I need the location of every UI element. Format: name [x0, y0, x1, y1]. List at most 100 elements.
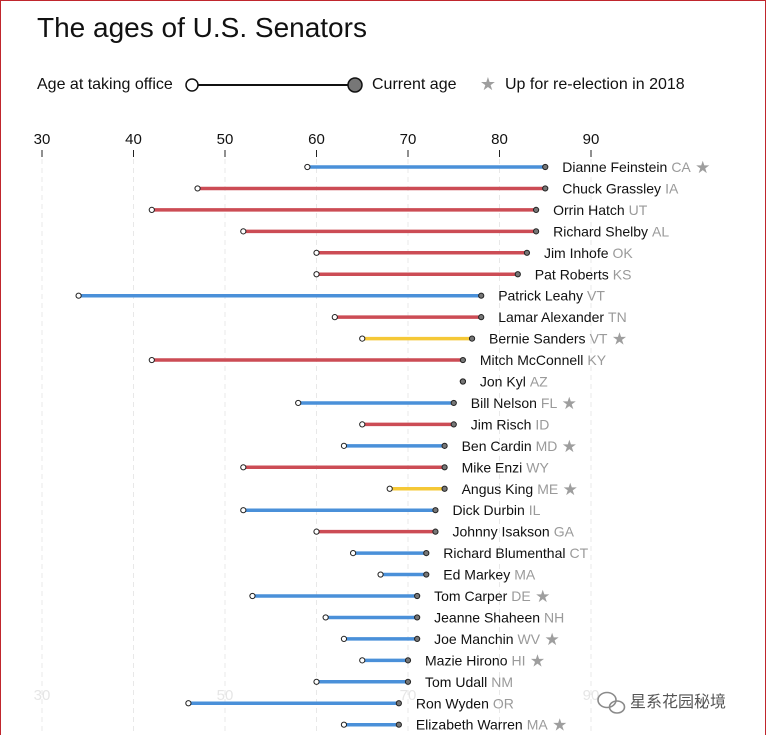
x-tick-label: 60 [308, 131, 325, 148]
star-icon: ★ [530, 651, 545, 670]
current-age-dot [441, 464, 448, 471]
senator-row: Angus King ME ★ [386, 480, 578, 499]
senator-state: KY [587, 352, 606, 368]
current-age-dot [414, 592, 421, 600]
senator-state: IA [665, 180, 679, 196]
senator-state: DE [511, 588, 530, 604]
senator-row: Bill Nelson FL ★ [295, 394, 577, 413]
senator-state: TN [608, 309, 627, 325]
senator-name: Mike Enzi [462, 459, 523, 475]
current-age-dot [542, 163, 549, 171]
senator-row: Mike Enzi WY [240, 459, 550, 475]
current-age-dot [450, 421, 457, 428]
current-age-dot [432, 528, 439, 535]
senator-row: Jim Inhofe OK [313, 245, 634, 261]
start-age-dot [313, 249, 320, 256]
start-age-dot [295, 399, 302, 407]
start-age-dot [359, 421, 366, 428]
current-age-dot [423, 571, 430, 578]
legend-star-label: Up for re-election in 2018 [505, 76, 685, 93]
current-age-dot [395, 700, 402, 707]
senator-rows: Dianne Feinstein CA ★Chuck Grassley IAOrrin… [75, 158, 710, 735]
senator-state: OK [613, 245, 634, 261]
current-age-dot [404, 657, 412, 664]
senator-row: Dick Durbin IL [240, 502, 541, 518]
senator-name: Ben Cardin [462, 438, 532, 454]
current-age-dot [441, 442, 448, 449]
senator-state: HI [511, 652, 525, 668]
senator-state: CT [569, 545, 588, 561]
bottom-tick-label: 90 [583, 687, 600, 704]
senator-name: Jeanne Shaheen [434, 609, 540, 625]
senator-row: Chuck Grassley IA [194, 180, 679, 196]
senator-state: OR [493, 695, 514, 711]
star-icon: ★ [552, 716, 567, 735]
senator-row: Joe Manchin WV ★ [340, 630, 560, 649]
senator-state: MA [514, 567, 536, 583]
senator-name: Tom Udall [425, 674, 487, 690]
x-tick-label: 50 [217, 131, 234, 148]
start-age-dot [322, 614, 329, 621]
current-age-dot [414, 614, 421, 621]
start-age-dot [331, 314, 338, 321]
start-age-dot [340, 721, 348, 728]
senator-row: Ron Wyden OR [185, 695, 514, 711]
start-age-dot [340, 635, 348, 643]
senator-state: VT [587, 288, 605, 304]
senator-name: Jim Inhofe [544, 245, 609, 261]
senator-row: Bernie Sanders VT ★ [359, 330, 627, 349]
start-age-dot [350, 550, 357, 557]
senator-name: Pat Roberts [535, 266, 609, 282]
senator-name: Jon Kyl [480, 374, 526, 390]
senator-state: NM [491, 674, 513, 690]
senator-state: NH [544, 609, 564, 625]
senator-name: Elizabeth Warren [416, 717, 523, 733]
star-icon: ★ [562, 437, 577, 456]
current-age-dot [395, 721, 402, 728]
senator-state: ME [537, 481, 558, 497]
star-icon: ★ [562, 394, 577, 413]
current-age-dot [450, 399, 457, 407]
senator-name: Dick Durbin [452, 502, 524, 518]
start-age-dot [359, 657, 366, 664]
senator-row: Pat Roberts KS [313, 266, 632, 282]
current-age-dot [459, 378, 466, 385]
senator-row: Jon Kyl AZ [459, 374, 548, 390]
senator-state: CA [671, 159, 691, 175]
senator-row: Johnny Isakson GA [313, 524, 575, 540]
senator-name: Orrin Hatch [553, 202, 625, 218]
current-age-dot [478, 314, 485, 321]
senator-name: Richard Blumenthal [443, 545, 565, 561]
senator-state: KS [613, 266, 632, 282]
senator-row: Orrin Hatch UT [148, 202, 648, 218]
legend-end-label: Current age [372, 76, 457, 93]
senator-row: Elizabeth Warren MA ★ [340, 716, 567, 735]
start-age-dot [240, 464, 247, 471]
x-tick-label: 90 [583, 131, 600, 148]
star-icon: ★ [612, 330, 627, 349]
senator-name: Mitch McConnell [480, 352, 583, 368]
start-age-dot [148, 206, 155, 213]
star-icon: ★ [480, 74, 496, 94]
star-icon: ★ [535, 587, 550, 606]
senator-name: Lamar Alexander [498, 309, 604, 325]
start-age-dot [240, 228, 247, 235]
current-age-dot [404, 678, 412, 685]
senator-row: Mazie Hirono HI ★ [359, 651, 545, 670]
senator-state: AZ [530, 374, 548, 390]
legend: Age at taking office Current age ★ Up fo… [37, 74, 685, 94]
senator-row: Richard Blumenthal CT [350, 545, 589, 561]
current-age-dot [533, 228, 540, 235]
current-age-dot [478, 292, 485, 299]
senator-state: WV [518, 631, 541, 647]
senator-state: FL [541, 395, 558, 411]
watermark: 星系花园秘境 [597, 691, 726, 714]
star-icon: ★ [563, 480, 578, 499]
x-tick-label: 70 [400, 131, 417, 148]
start-age-dot [304, 163, 311, 171]
star-icon: ★ [695, 158, 710, 177]
senator-name: Johnny Isakson [452, 524, 549, 540]
senator-state: WY [526, 459, 549, 475]
senator-state: MA [527, 717, 549, 733]
